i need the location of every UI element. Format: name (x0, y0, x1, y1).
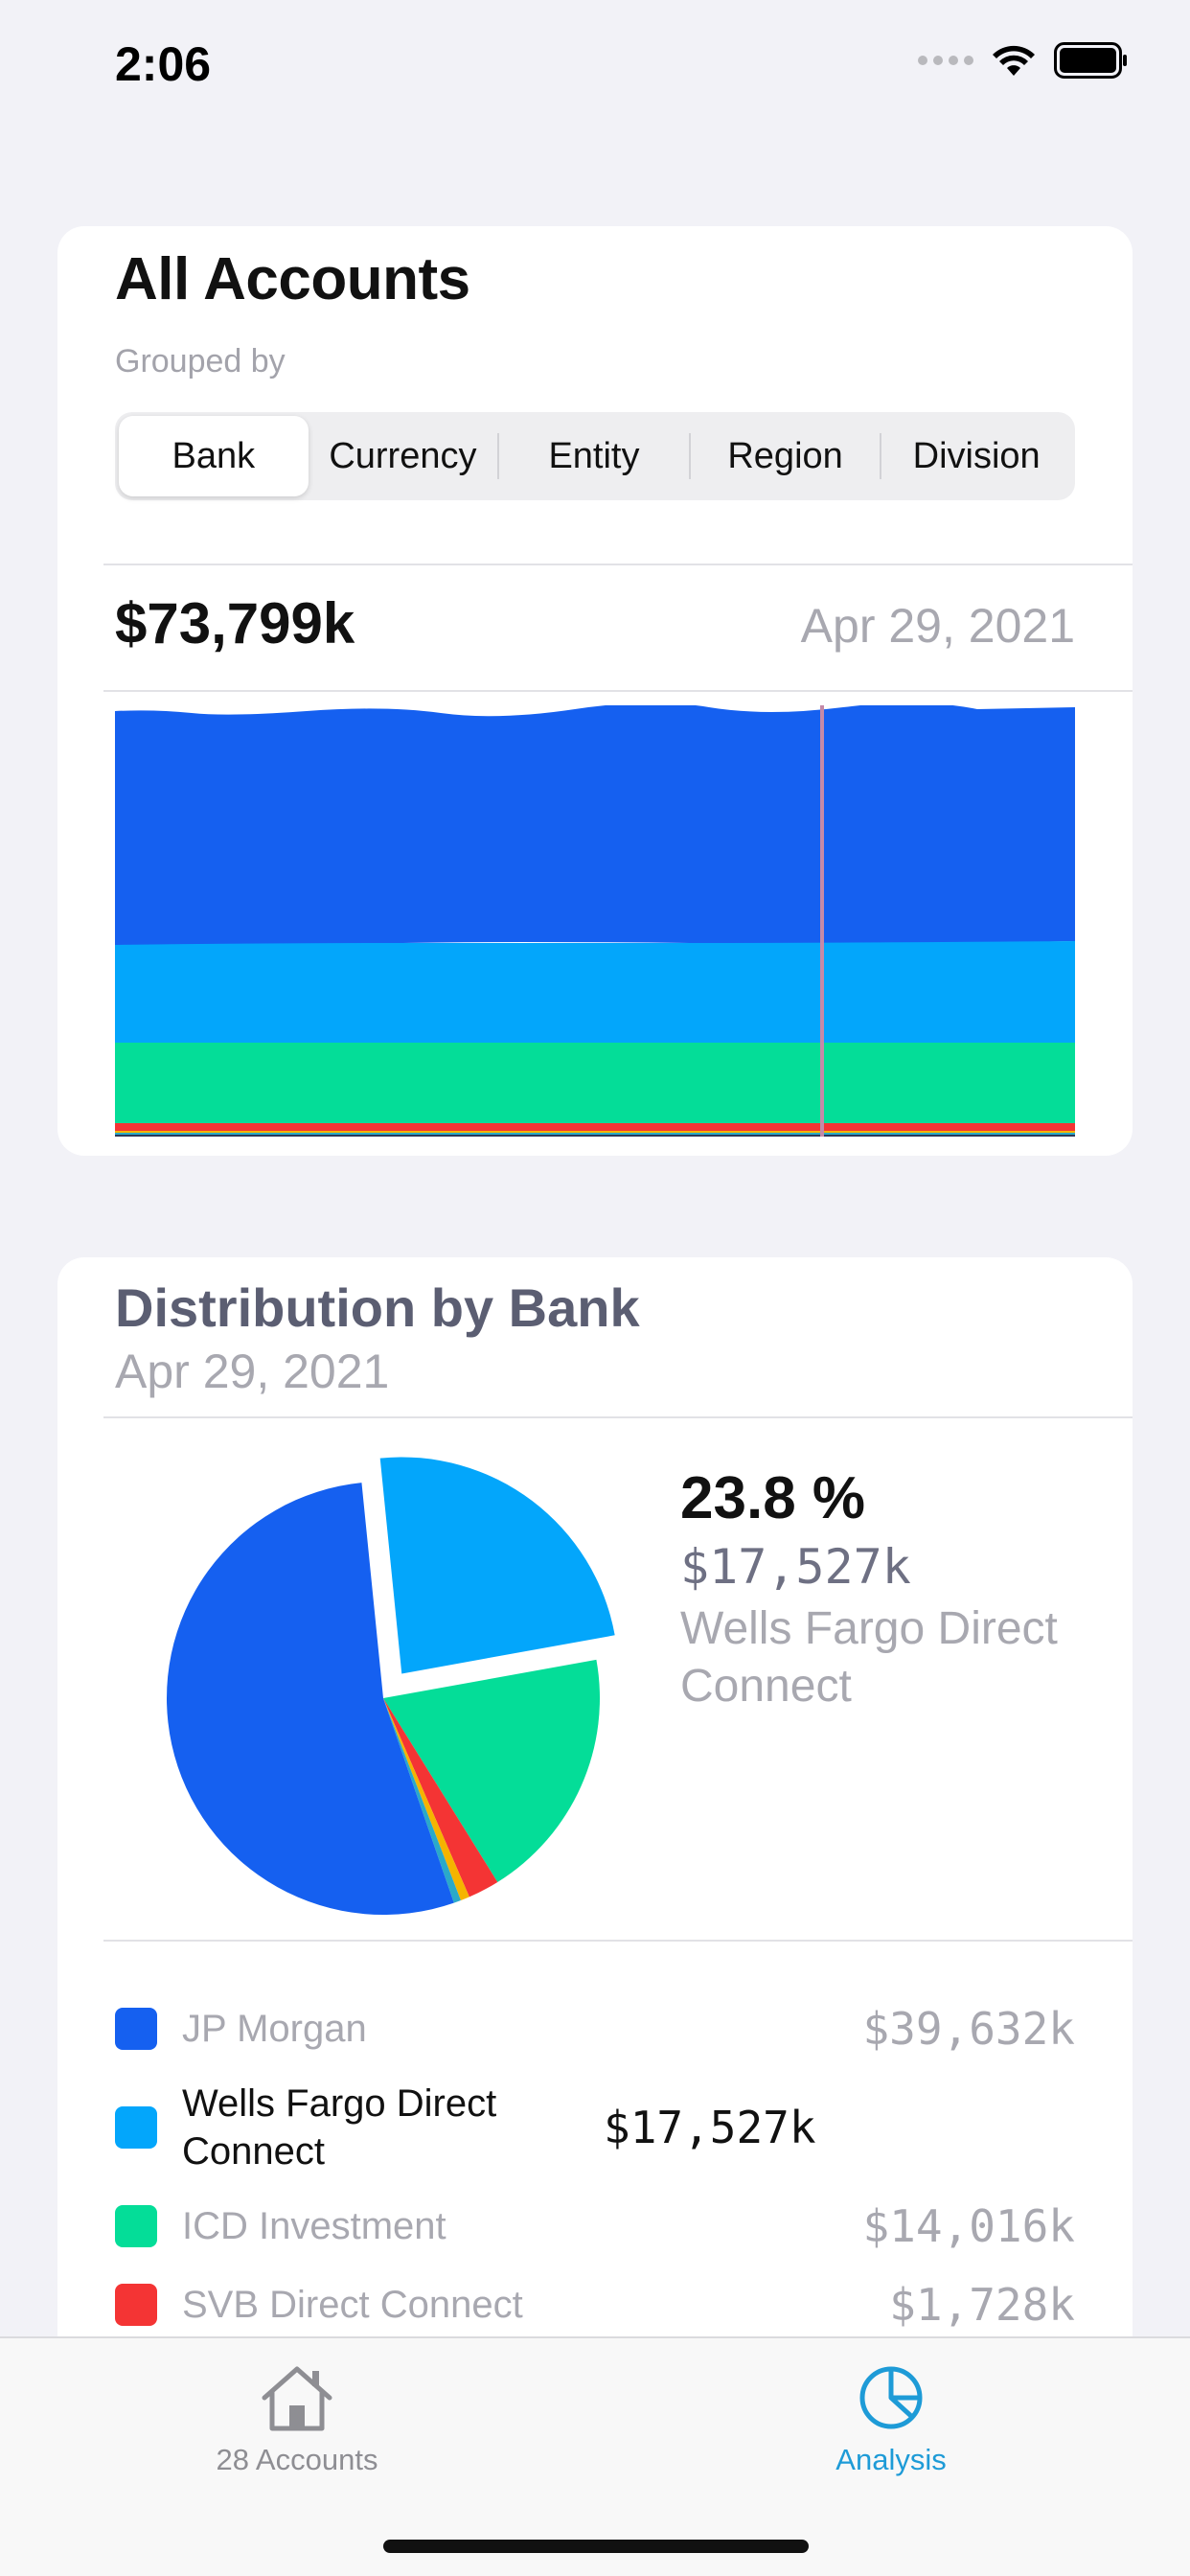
tab-accounts[interactable]: 28 Accounts (153, 2363, 441, 2477)
wifi-icon (993, 45, 1035, 76)
area-wells-fargo (115, 941, 1075, 1043)
legend-item-wells-fargo[interactable]: Wells Fargo Direct Connect $17,527k (115, 2080, 1075, 2175)
segment-division[interactable]: Division (912, 435, 1041, 476)
segment-separator (497, 433, 500, 479)
page-title: All Accounts (115, 246, 470, 312)
tab-label: 28 Accounts (216, 2443, 378, 2476)
segment-separator (880, 433, 882, 479)
legend-swatch (115, 2284, 157, 2326)
area-other-yellow (115, 1131, 1075, 1133)
pie-slice-icd-investment[interactable] (383, 1659, 600, 1882)
house-icon (262, 2366, 332, 2431)
area-jp-morgan (115, 705, 1075, 945)
segment-bank[interactable]: Bank (119, 416, 309, 496)
distribution-date: Apr 29, 2021 (115, 1345, 390, 1398)
pie-chart[interactable] (153, 1420, 652, 1919)
segment-separator (688, 433, 691, 479)
stacked-area-chart[interactable] (115, 705, 1075, 1137)
legend-name: SVB Direct Connect (182, 2284, 523, 2326)
tab-bar: 28 Accounts Analysis (0, 2336, 1190, 2576)
chart-cursor-line (820, 705, 824, 1137)
legend-item-svb[interactable]: SVB Direct Connect $1,728k (115, 2279, 1075, 2331)
pie-slice-jp-morgan[interactable] (167, 1483, 454, 1915)
segment-region[interactable]: Region (727, 435, 843, 476)
legend-swatch (115, 2205, 157, 2247)
legend-name: Wells Fargo Direct Connect (182, 2082, 497, 2173)
segment-entity[interactable]: Entity (548, 435, 640, 476)
legend-swatch (115, 2106, 157, 2149)
divider (103, 1940, 1133, 1942)
all-accounts-card: All Accounts Grouped by Bank Currency En… (57, 226, 1133, 1156)
total-date: Apr 29, 2021 (800, 599, 1075, 653)
area-svb (115, 1123, 1075, 1131)
legend-item-icd-investment[interactable]: ICD Investment $14,016k (115, 2200, 1075, 2252)
legend-swatch (115, 2008, 157, 2050)
area-icd-investment (115, 1043, 1075, 1123)
legend-name: ICD Investment (182, 2205, 446, 2247)
selected-amount: $17,527k (680, 1539, 911, 1595)
pie-chart-icon (859, 2366, 923, 2429)
total-value: $73,799k (115, 591, 355, 656)
divider (103, 564, 1133, 565)
grouped-by-label: Grouped by (115, 343, 286, 380)
legend-value: $14,016k (862, 2200, 1075, 2252)
legend-value: $1,728k (889, 2279, 1075, 2331)
cellular-signal-icon (918, 56, 973, 65)
legend-value: $17,527k (604, 2102, 816, 2153)
legend-value: $39,632k (862, 2003, 1075, 2055)
pie-slice-other[interactable] (383, 1698, 461, 1903)
selected-percent: 23.8 % (680, 1465, 866, 1531)
divider (103, 690, 1133, 692)
segment-currency[interactable]: Currency (329, 435, 477, 476)
status-icons (918, 42, 1129, 79)
status-time: 2:06 (115, 37, 212, 91)
divider (103, 1416, 1133, 1418)
tab-analysis[interactable]: Analysis (747, 2363, 1035, 2477)
battery-icon (1054, 42, 1127, 79)
distribution-title: Distribution by Bank (115, 1277, 640, 1338)
pie-slice-other[interactable] (383, 1698, 469, 1901)
area-baseline (115, 1135, 1075, 1137)
home-indicator (383, 2540, 809, 2553)
area-other-teal (115, 1133, 1075, 1135)
group-by-segmented-control: Bank Currency Entity Region Division (115, 412, 1075, 500)
selected-name: Wells Fargo Direct Connect (680, 1603, 1058, 1712)
pie-slice-wells-fargo-direct-connect[interactable] (379, 1457, 615, 1674)
legend-item-jp-morgan[interactable]: JP Morgan $39,632k (115, 2003, 1075, 2055)
legend-name: JP Morgan (182, 2008, 367, 2050)
pie-slice-svb-direct-connect[interactable] (383, 1698, 498, 1898)
tab-label: Analysis (835, 2443, 947, 2476)
